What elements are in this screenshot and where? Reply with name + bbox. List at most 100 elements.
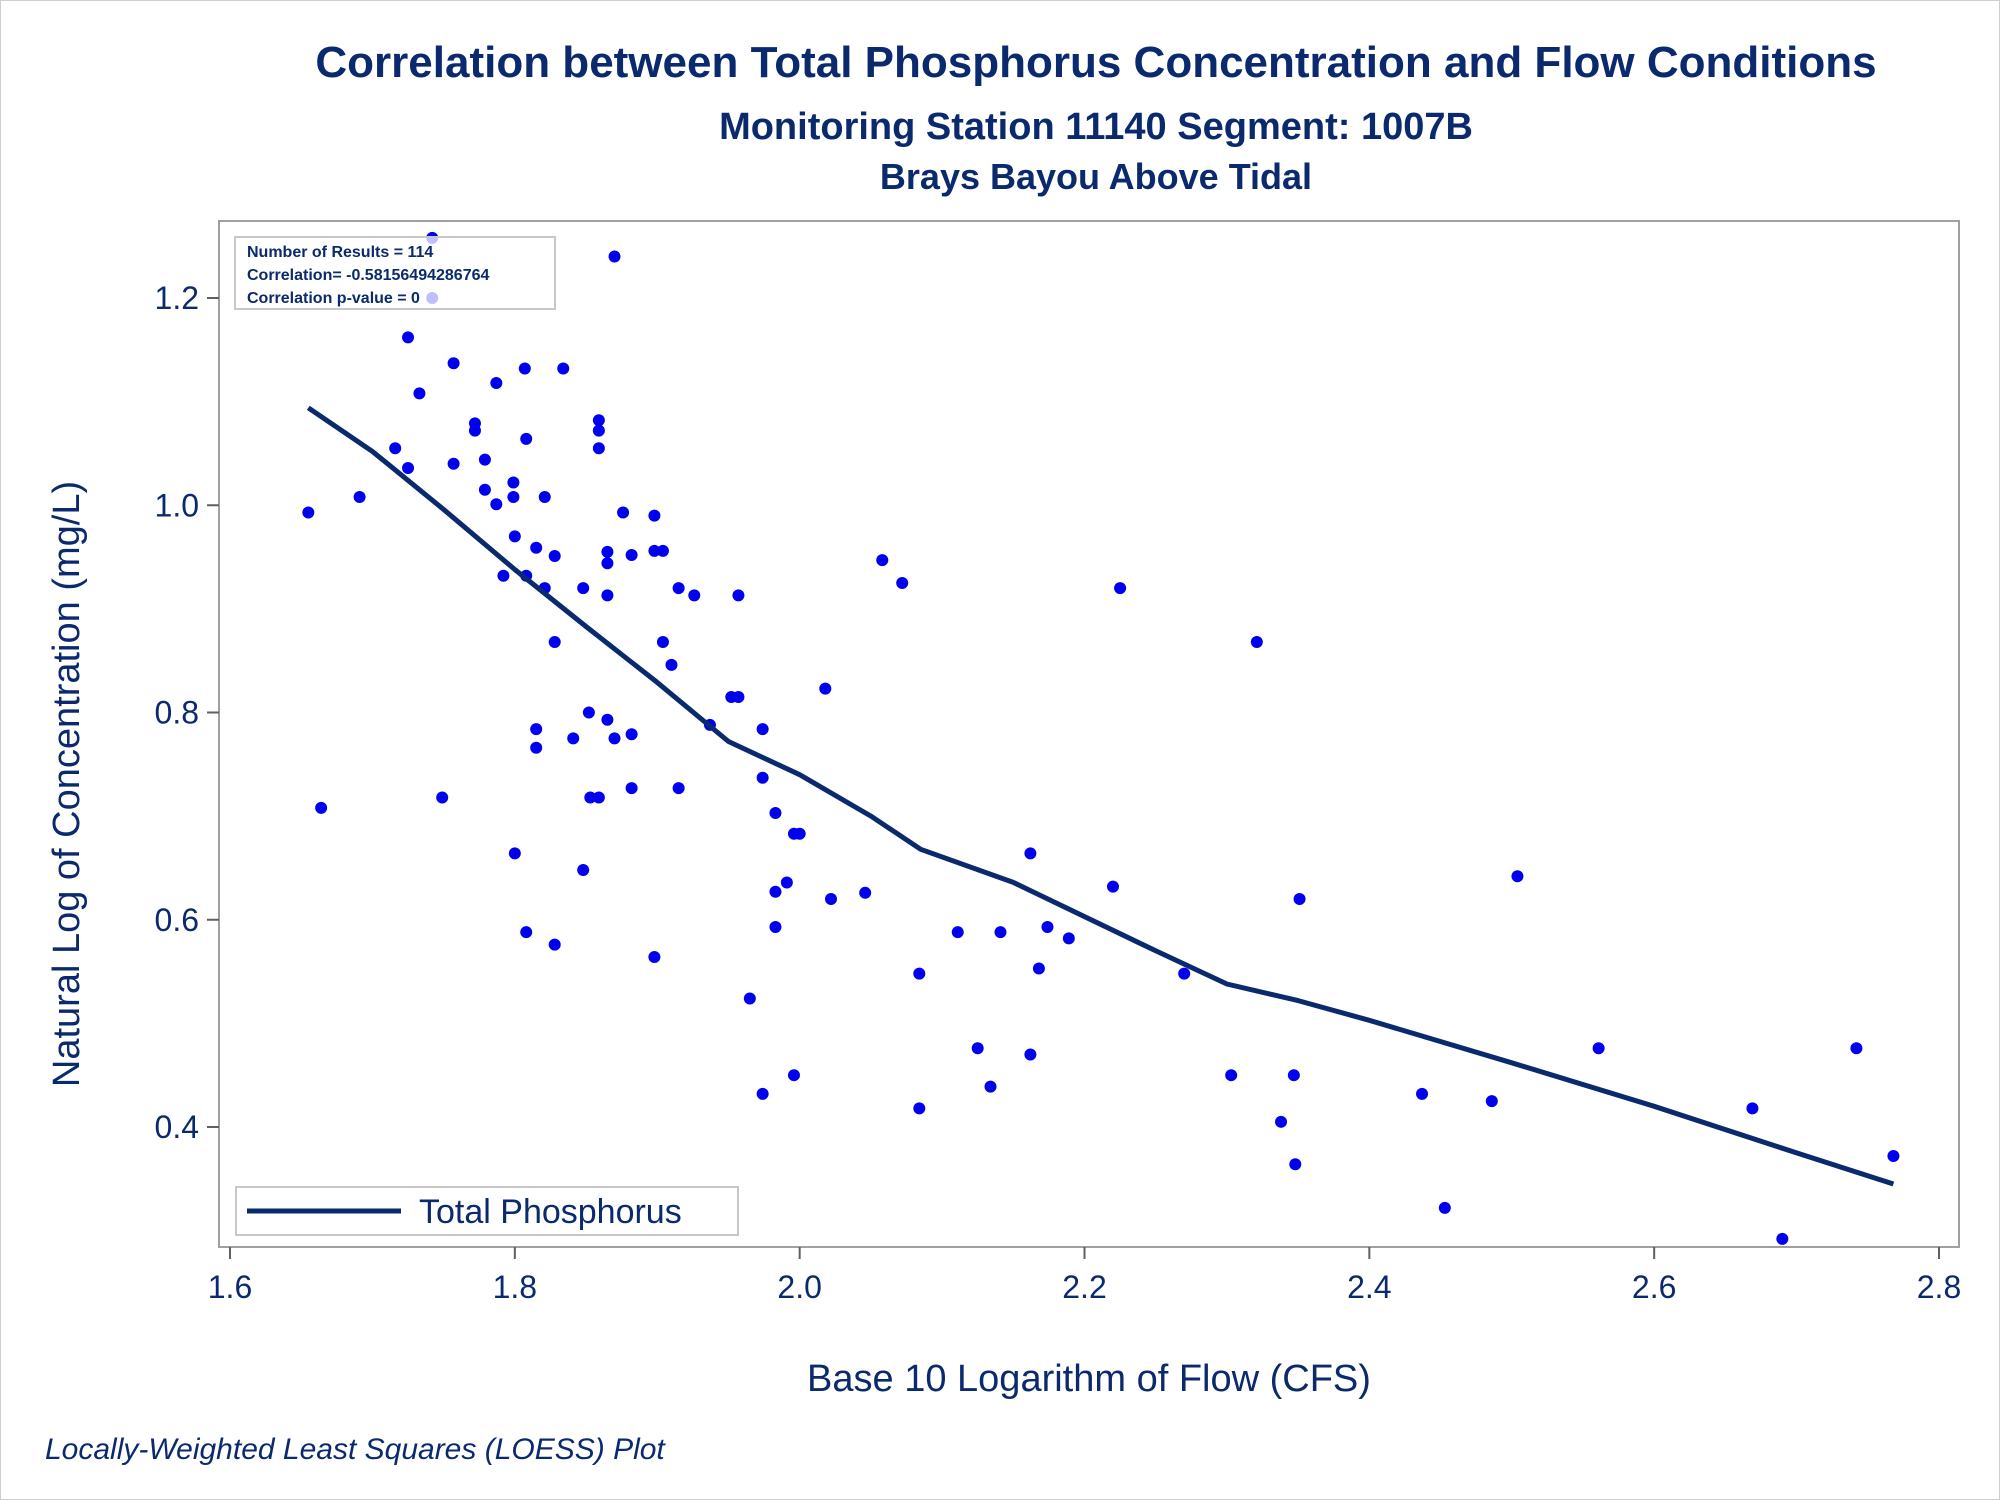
x-axis: 1.6 1.8 2.0 2.2 2.4 2.6 2.8 bbox=[208, 1247, 1961, 1305]
data-point bbox=[490, 376, 503, 389]
data-point bbox=[608, 732, 621, 745]
x-tick-label: 2.6 bbox=[1632, 1269, 1676, 1305]
legend: Total Phosphorus bbox=[235, 1186, 739, 1236]
data-point bbox=[656, 544, 669, 557]
data-point bbox=[787, 1069, 800, 1082]
data-point bbox=[1289, 1158, 1302, 1171]
x-axis-label: Base 10 Logarithm of Flow (CFS) bbox=[807, 1358, 1371, 1400]
data-point bbox=[648, 544, 661, 557]
y-tick-label: 1.2 bbox=[155, 280, 199, 316]
data-point bbox=[756, 771, 769, 784]
data-point bbox=[592, 414, 605, 427]
data-point bbox=[1024, 847, 1037, 860]
stats-p-value: Correlation p-value = 0 bbox=[247, 290, 420, 307]
x-tick-label: 2.0 bbox=[777, 1269, 821, 1305]
data-point bbox=[625, 728, 638, 741]
data-point bbox=[743, 992, 756, 1005]
data-point bbox=[913, 1102, 926, 1115]
data-point bbox=[548, 938, 561, 951]
plot-area bbox=[218, 220, 1960, 1248]
data-point bbox=[601, 545, 614, 558]
data-point bbox=[896, 576, 909, 589]
data-point bbox=[1485, 1095, 1498, 1108]
data-point bbox=[548, 636, 561, 649]
data-point bbox=[665, 658, 678, 671]
data-point bbox=[1062, 932, 1075, 945]
data-point bbox=[530, 723, 543, 736]
data-point bbox=[436, 791, 449, 804]
data-point bbox=[1850, 1042, 1863, 1055]
data-point bbox=[567, 732, 580, 745]
data-point bbox=[769, 921, 782, 934]
data-point bbox=[756, 1087, 769, 1100]
data-point bbox=[557, 362, 570, 375]
data-point bbox=[1746, 1102, 1759, 1115]
data-point bbox=[1250, 636, 1263, 649]
data-point bbox=[507, 490, 520, 503]
data-point bbox=[625, 782, 638, 795]
data-point bbox=[577, 582, 590, 595]
data-point bbox=[672, 582, 685, 595]
data-point bbox=[1293, 893, 1306, 906]
data-point bbox=[520, 432, 533, 445]
footnote: Locally-Weighted Least Squares (LOESS) P… bbox=[45, 1433, 666, 1466]
x-tick-label: 2.4 bbox=[1347, 1269, 1391, 1305]
data-point bbox=[601, 589, 614, 602]
data-point bbox=[769, 885, 782, 898]
data-point bbox=[688, 589, 701, 602]
y-tick-label: 0.6 bbox=[155, 902, 199, 938]
data-point bbox=[478, 483, 491, 496]
data-point bbox=[413, 387, 426, 400]
data-point bbox=[497, 569, 510, 582]
y-axis: 0.4 0.6 0.8 1.0 1.2 bbox=[155, 280, 219, 1145]
data-point bbox=[656, 636, 669, 649]
data-point bbox=[1106, 880, 1119, 893]
data-point bbox=[672, 782, 685, 795]
data-point bbox=[732, 589, 745, 602]
chart-subtitle-2: Brays Bayou Above Tidal bbox=[880, 156, 1312, 197]
data-point bbox=[577, 864, 590, 877]
data-point bbox=[984, 1080, 997, 1093]
chart-subtitle: Monitoring Station 11140 Segment: 1007B bbox=[719, 106, 1473, 148]
data-point bbox=[592, 424, 605, 437]
data-point bbox=[402, 331, 415, 344]
data-point bbox=[468, 424, 481, 437]
data-point bbox=[1887, 1150, 1900, 1163]
data-point bbox=[447, 457, 460, 470]
data-point bbox=[780, 876, 793, 889]
data-point bbox=[592, 791, 605, 804]
data-point bbox=[490, 498, 503, 511]
data-point bbox=[601, 557, 614, 570]
x-tick-label: 2.2 bbox=[1062, 1269, 1106, 1305]
data-point bbox=[507, 476, 520, 489]
data-point bbox=[592, 442, 605, 455]
data-point bbox=[538, 490, 551, 503]
loess-fit-line bbox=[306, 405, 1895, 1187]
data-point bbox=[859, 886, 872, 899]
x-tick-label: 1.6 bbox=[208, 1269, 252, 1305]
data-point bbox=[447, 357, 460, 370]
data-point bbox=[1287, 1069, 1300, 1082]
data-point bbox=[1024, 1048, 1037, 1061]
y-tick-label: 1.0 bbox=[155, 487, 199, 523]
stats-count: Number of Results = 114 bbox=[247, 244, 433, 261]
data-point bbox=[769, 807, 782, 820]
data-point bbox=[625, 548, 638, 561]
data-point bbox=[1041, 921, 1054, 934]
chart-title: Correlation between Total Phosphorus Con… bbox=[315, 38, 1876, 87]
data-point bbox=[1114, 582, 1127, 595]
data-point bbox=[582, 706, 595, 719]
scatter-points bbox=[302, 231, 1900, 1245]
data-point bbox=[530, 741, 543, 754]
y-tick-label: 0.8 bbox=[155, 695, 199, 731]
x-tick-label: 2.8 bbox=[1917, 1269, 1961, 1305]
data-point bbox=[548, 550, 561, 563]
data-point bbox=[793, 827, 806, 840]
data-point bbox=[508, 530, 521, 543]
data-point bbox=[732, 690, 745, 703]
data-point bbox=[353, 490, 366, 503]
data-point bbox=[648, 509, 661, 522]
data-point bbox=[1178, 967, 1191, 980]
data-point bbox=[530, 541, 543, 554]
